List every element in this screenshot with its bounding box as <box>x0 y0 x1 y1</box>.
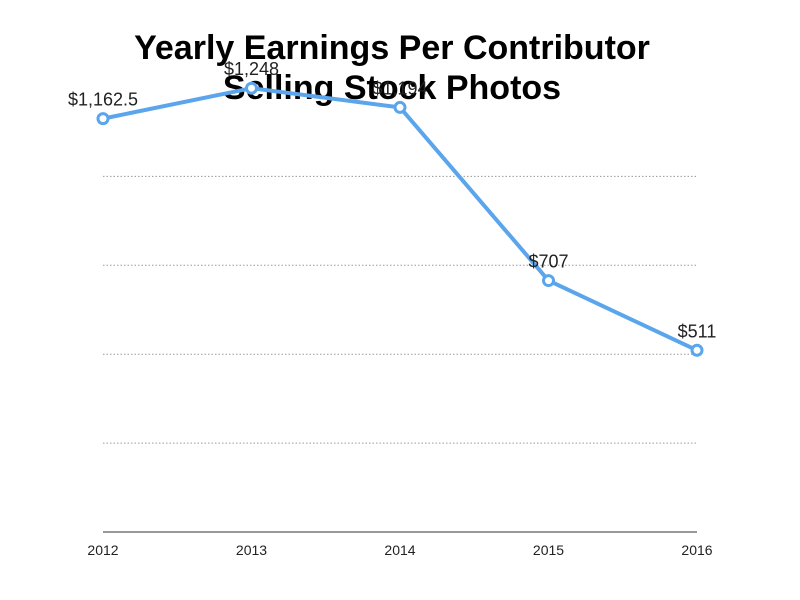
data-point <box>393 100 407 114</box>
series-line <box>101 86 699 353</box>
x-tick-label: 2013 <box>236 542 267 558</box>
x-tick-label: 2015 <box>533 542 564 558</box>
data-point <box>245 81 258 95</box>
data-label: $1,162.5 <box>68 90 138 110</box>
data-points <box>96 81 704 357</box>
data-label: $707 <box>528 252 568 272</box>
data-point <box>542 274 555 288</box>
data-point <box>690 343 704 357</box>
x-tick-label: 2012 <box>87 542 118 558</box>
x-tick-labels: 2012 2013 2014 2015 2016 <box>87 542 712 558</box>
x-tick-label: 2016 <box>681 542 712 558</box>
data-labels: $1,162.5 $1,248 $1,194 $707 $511 <box>68 59 716 341</box>
chart-title-line-1: Yearly Earnings Per Contributor <box>134 29 650 67</box>
data-label: $1,248 <box>224 59 279 79</box>
data-label: $511 <box>678 321 717 341</box>
data-point <box>96 112 110 126</box>
x-tick-label: 2014 <box>384 542 415 558</box>
chart-title: Yearly Earnings Per Contributor Selling … <box>0 28 784 108</box>
chart-title-line-2: Selling Stock Photos <box>222 69 562 107</box>
data-label: $1,194 <box>372 78 427 98</box>
gridlines <box>103 175 697 444</box>
